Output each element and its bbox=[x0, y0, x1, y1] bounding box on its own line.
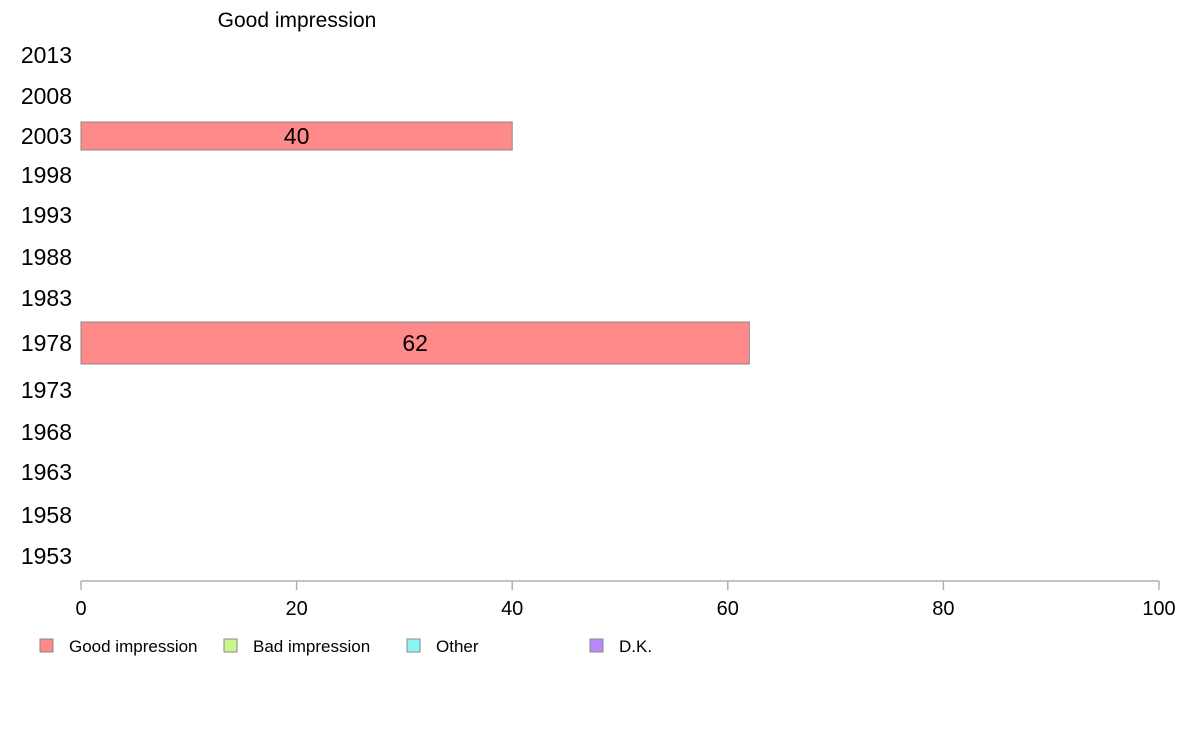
legend-label: D.K. bbox=[619, 637, 652, 656]
x-tick-label: 100 bbox=[1142, 598, 1175, 620]
x-tick-label: 40 bbox=[501, 598, 523, 620]
y-axis-labels: 2013 2008 2003 1998 1993 1988 1983 1978 1973 1968… bbox=[21, 42, 72, 569]
bars bbox=[80, 121, 750, 365]
bar bbox=[80, 121, 513, 151]
x-axis: 0 20 40 60 80 100 bbox=[75, 580, 1176, 620]
y-tick-label: 2008 bbox=[21, 83, 72, 109]
y-tick-label: 2013 bbox=[21, 42, 72, 68]
legend-swatch bbox=[589, 638, 604, 653]
chart-title: Good impression bbox=[218, 9, 377, 32]
y-tick-label: 1983 bbox=[21, 285, 72, 311]
y-tick-label: 1973 bbox=[21, 377, 72, 403]
y-tick-label: 1958 bbox=[21, 502, 72, 528]
y-tick-label: 1998 bbox=[21, 162, 72, 188]
legend-label: Other bbox=[436, 637, 479, 656]
x-tick-label: 80 bbox=[932, 598, 954, 620]
y-tick-label: 1978 bbox=[21, 330, 72, 356]
y-tick-label: 1963 bbox=[21, 459, 72, 485]
y-tick-label: 1988 bbox=[21, 244, 72, 270]
bar-value-label: 40 bbox=[284, 123, 310, 149]
legend-label: Good impression bbox=[69, 637, 198, 656]
x-tick-label: 20 bbox=[285, 598, 307, 620]
bar bbox=[80, 321, 750, 365]
y-tick-label: 1968 bbox=[21, 419, 72, 445]
x-tick-label: 60 bbox=[717, 598, 739, 620]
x-tick-label: 0 bbox=[75, 598, 86, 620]
y-tick-label: 1993 bbox=[21, 202, 72, 228]
legend-swatch bbox=[39, 638, 54, 653]
legend-label: Bad impression bbox=[253, 637, 370, 656]
legend-swatch bbox=[406, 638, 421, 653]
y-tick-label: 2003 bbox=[21, 123, 72, 149]
bar-value-label: 62 bbox=[402, 330, 428, 356]
y-tick-label: 1953 bbox=[21, 543, 72, 569]
legend-swatch bbox=[223, 638, 238, 653]
legend: Good impression Bad impression Other D.K. bbox=[39, 637, 652, 656]
bar-data-labels: 40 62 bbox=[284, 123, 428, 356]
